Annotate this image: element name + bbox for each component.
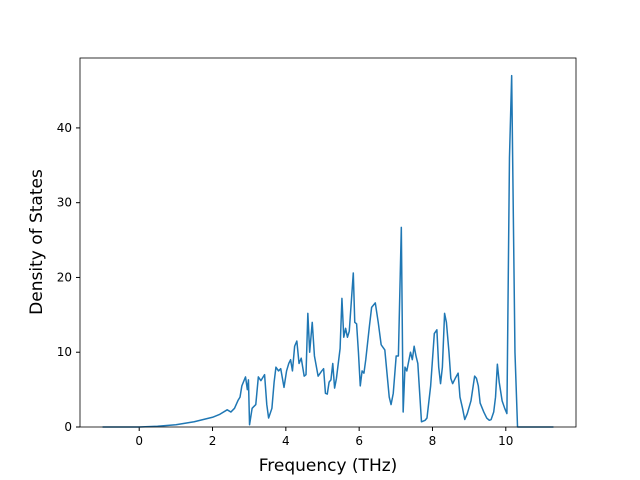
x-tick-label: 2: [209, 434, 217, 448]
y-tick-label: 10: [57, 345, 72, 359]
dos-line: [102, 74, 554, 428]
x-tick-label: 4: [282, 434, 290, 448]
y-tick-label: 30: [57, 196, 72, 210]
x-tick-label: 10: [498, 434, 513, 448]
x-axis-label: Frequency (THz): [259, 456, 398, 476]
plot-frame: [79, 57, 577, 428]
x-tick-label: 0: [135, 434, 143, 448]
y-tick-label: 20: [57, 270, 72, 284]
y-axis-label: Density of States: [27, 169, 47, 315]
y-tick-label: 40: [57, 121, 72, 135]
y-tick-label: 0: [64, 420, 72, 434]
x-tick-label: 6: [355, 434, 363, 448]
x-tick-label: 8: [429, 434, 437, 448]
